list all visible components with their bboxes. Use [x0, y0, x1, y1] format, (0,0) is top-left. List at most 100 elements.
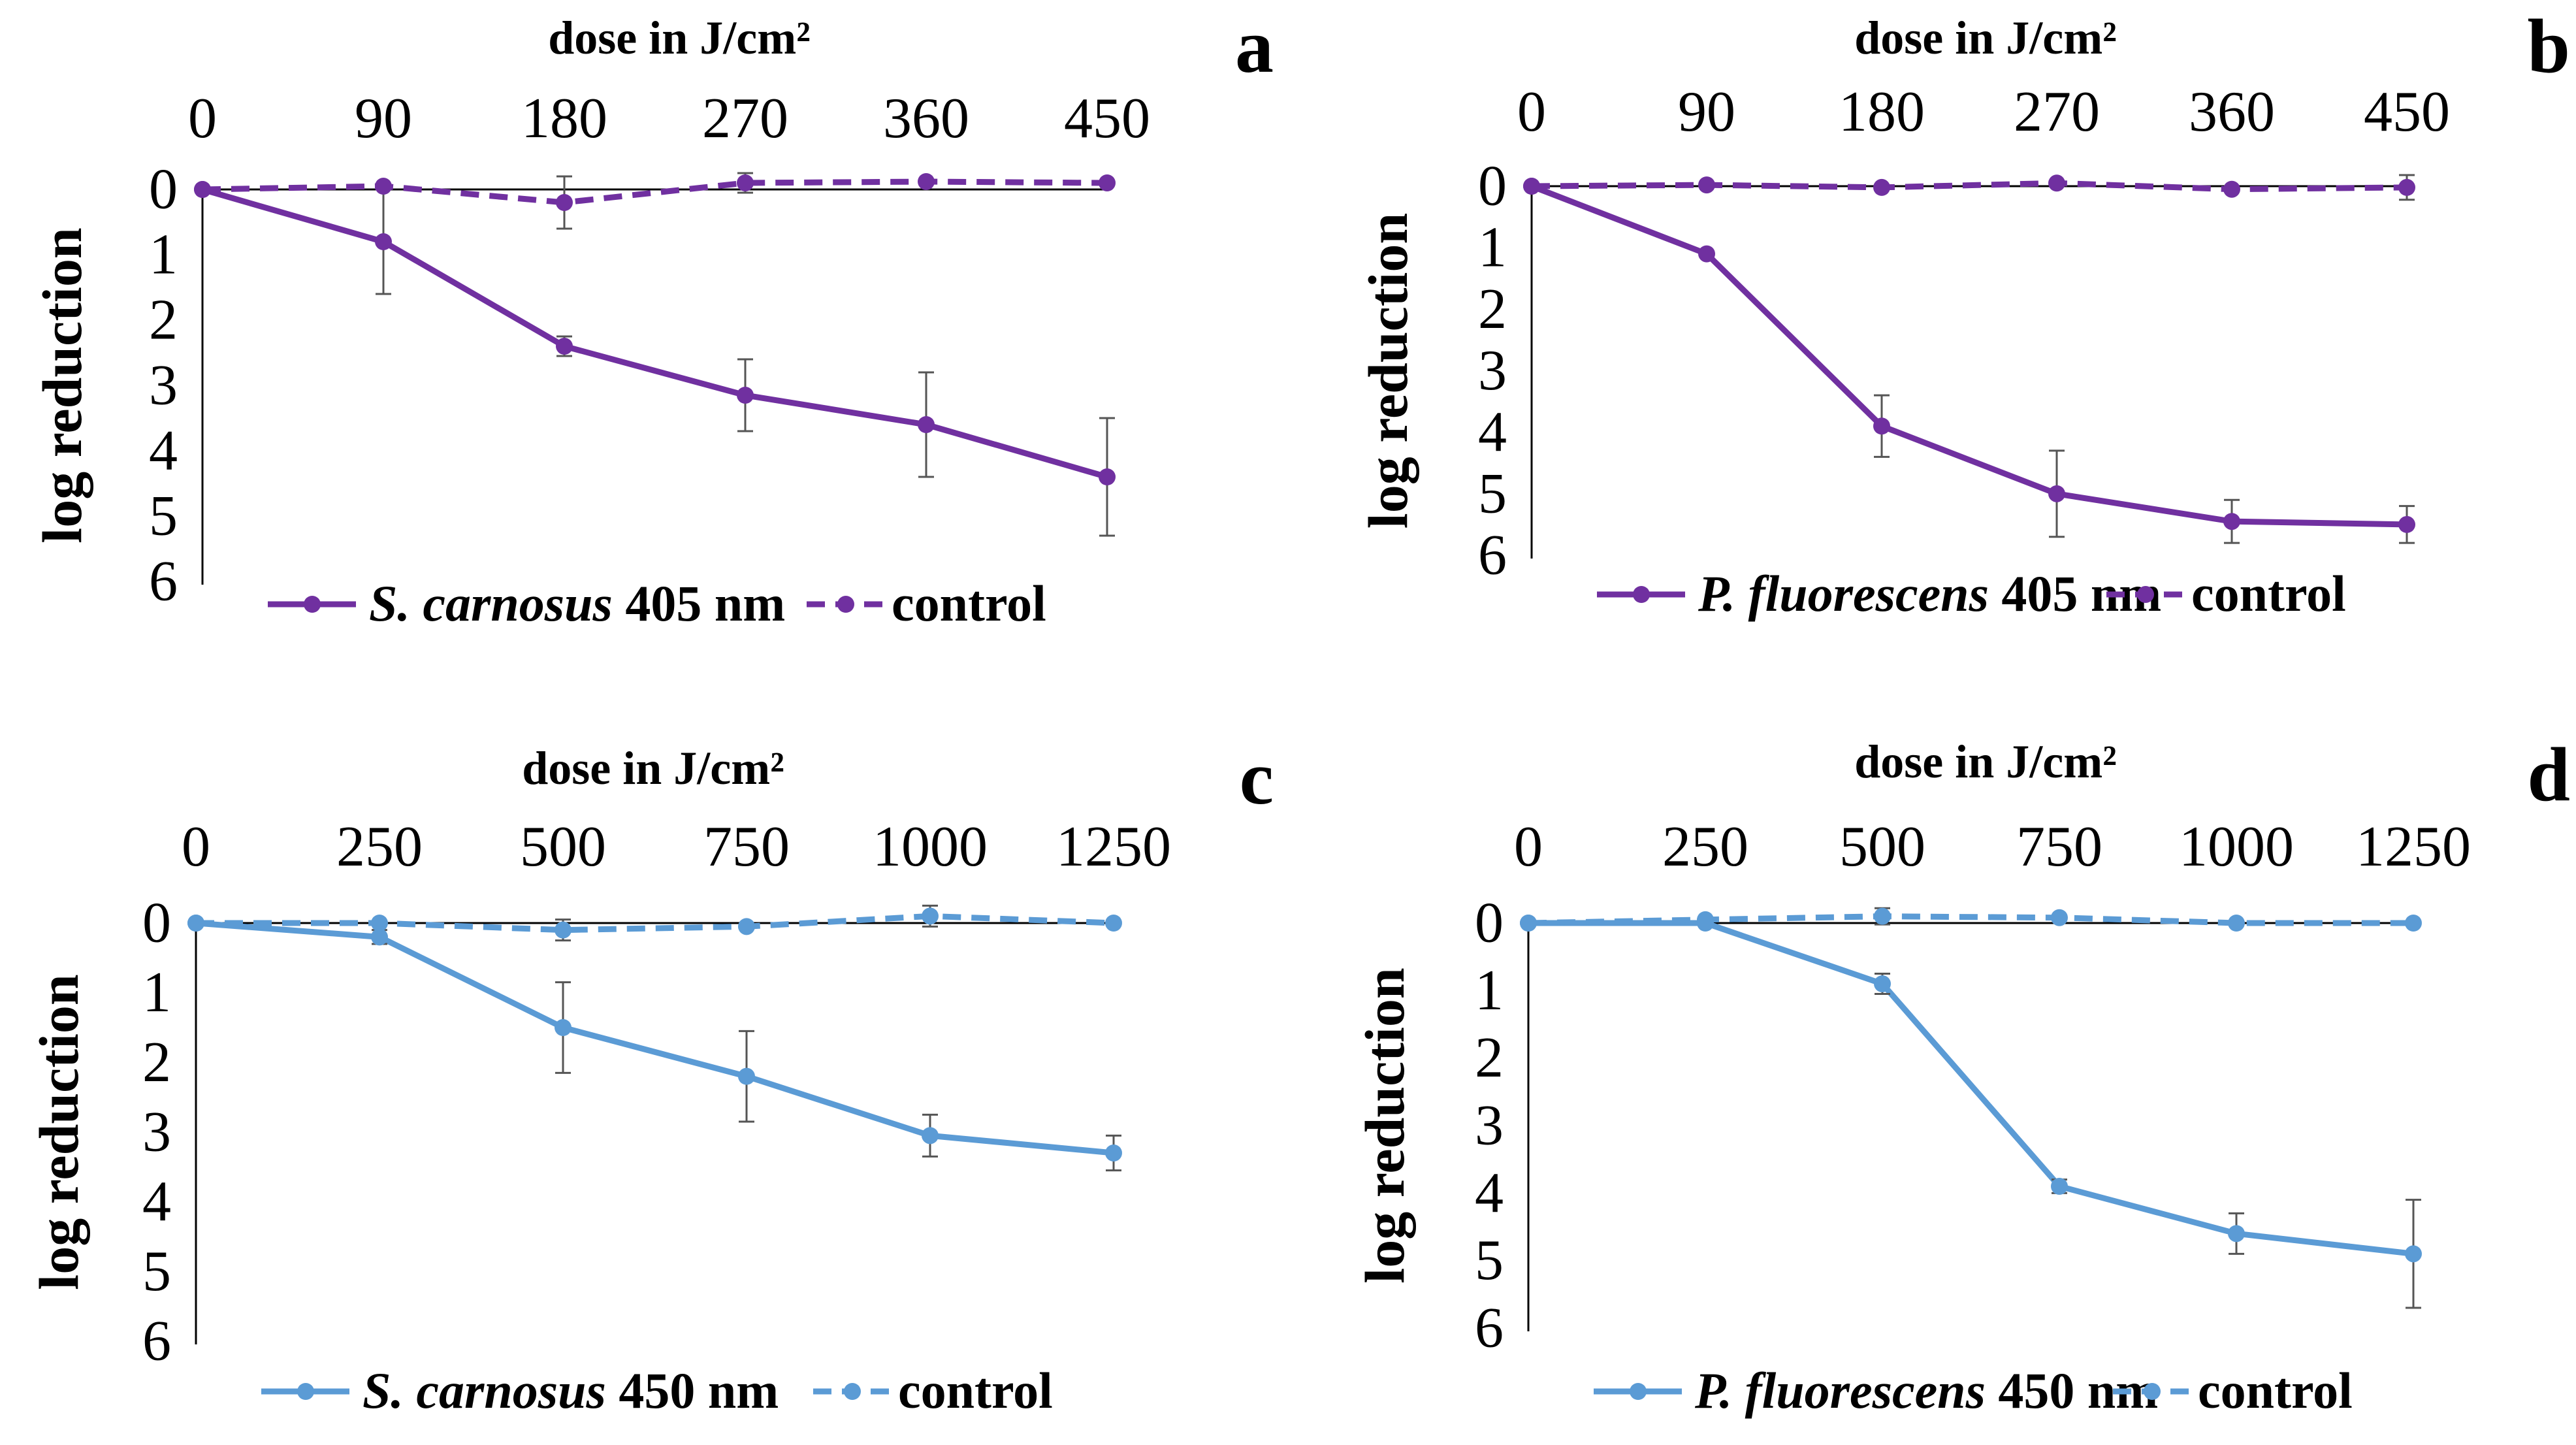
legend-marker — [297, 1383, 314, 1400]
y-tick-label: 6 — [1478, 524, 1507, 587]
treatment-series — [187, 915, 1122, 1172]
legend-label-treatment: S. carnosus 405 nm — [369, 575, 785, 632]
x-axis-title: dose in J/cm² — [522, 742, 784, 794]
panel-letter: c — [1240, 735, 1274, 820]
panel-letter: d — [2527, 732, 2570, 817]
panel-letter: b — [2527, 3, 2570, 89]
x-tick-label: 1000 — [873, 815, 988, 879]
y-tick-label: 0 — [142, 892, 171, 955]
data-point — [371, 915, 388, 932]
legend-species-name: P. fluorescens — [1694, 1362, 1998, 1419]
data-point — [2228, 915, 2245, 932]
x-tick-label: 0 — [1517, 80, 1546, 144]
x-tick-label: 0 — [188, 87, 217, 150]
data-point — [1099, 468, 1116, 485]
series-line — [202, 178, 1108, 206]
series-line — [195, 920, 1114, 1156]
y-tick-label: 1 — [149, 223, 178, 287]
legend-wavelength: 450 nm — [619, 1362, 779, 1419]
x-tick-label: 250 — [336, 815, 423, 879]
series-line — [1531, 180, 2407, 193]
data-point — [738, 1067, 755, 1085]
y-axis-title: log reduction — [1357, 213, 1419, 528]
data-point — [1523, 178, 1540, 195]
y-tick-label: 6 — [149, 550, 178, 613]
data-point — [737, 387, 754, 404]
y-tick-label: 5 — [149, 485, 178, 548]
y-tick-label: 3 — [142, 1101, 171, 1164]
data-point — [2048, 174, 2065, 192]
y-tick-label: 1 — [1478, 216, 1507, 280]
data-point — [1873, 417, 1890, 435]
y-tick-label: 6 — [1475, 1297, 1504, 1360]
legend-marker — [844, 1383, 861, 1400]
y-tick-label: 2 — [1475, 1026, 1504, 1090]
x-tick-label: 1250 — [1056, 815, 1171, 879]
data-point — [2048, 485, 2065, 502]
y-tick-label: 2 — [149, 289, 178, 352]
data-point — [371, 928, 388, 946]
data-point — [922, 907, 939, 925]
x-tick-label: 250 — [1662, 815, 1748, 879]
data-point — [2228, 1225, 2245, 1242]
x-tick-label: 1000 — [2179, 815, 2294, 879]
legend-marker — [2137, 586, 2154, 603]
legend-marker — [837, 596, 854, 613]
y-tick-label: 5 — [142, 1240, 171, 1303]
y-tick-label: 4 — [1478, 400, 1507, 464]
x-tick-label: 180 — [521, 87, 607, 150]
data-point — [375, 178, 392, 195]
x-axis-title: dose in J/cm² — [548, 12, 811, 64]
y-tick-label: 0 — [149, 158, 178, 221]
treatment-series — [1523, 178, 2415, 544]
y-tick-label: 2 — [1478, 278, 1507, 341]
legend-label-treatment: P. fluorescens 450 nm — [1694, 1362, 2158, 1419]
data-point — [2405, 1245, 2422, 1263]
series-line — [1530, 183, 2407, 528]
data-point — [1105, 1145, 1122, 1161]
data-point — [2223, 513, 2240, 530]
control-series — [194, 172, 1116, 230]
data-point — [1698, 245, 1715, 263]
data-point — [2223, 180, 2240, 198]
x-tick-label: 360 — [883, 87, 969, 150]
legend-wavelength: 450 nm — [1998, 1362, 2158, 1419]
legend-label-treatment: S. carnosus 450 nm — [362, 1362, 779, 1419]
legend-marker — [2144, 1383, 2161, 1400]
control-series — [187, 904, 1122, 942]
series-line — [1528, 913, 2413, 926]
y-tick-label: 1 — [1475, 959, 1504, 1022]
data-point — [1873, 178, 1890, 196]
y-axis-title: log reduction — [1353, 967, 1416, 1283]
y-tick-label: 0 — [1475, 892, 1504, 955]
x-tick-label: 360 — [2189, 80, 2275, 144]
legend-wavelength: 405 nm — [625, 575, 785, 632]
data-point — [2051, 909, 2068, 926]
legend: P. fluorescens 405 nm control — [1597, 565, 2346, 622]
series-line — [1528, 920, 2414, 1257]
y-axis-title: log reduction — [27, 974, 90, 1290]
legend-label-control: control — [892, 575, 1046, 632]
control-series — [1523, 174, 2415, 201]
data-point — [1105, 915, 1122, 932]
y-tick-label: 4 — [1475, 1161, 1504, 1225]
data-point — [194, 181, 211, 198]
data-point — [1697, 911, 1714, 928]
legend: P. fluorescens 450 nm control — [1594, 1362, 2353, 1419]
x-tick-label: 180 — [1839, 80, 1925, 144]
data-point — [737, 174, 754, 191]
x-tick-label: 450 — [2364, 80, 2450, 144]
data-point — [555, 1019, 572, 1036]
data-point — [1099, 174, 1116, 191]
legend: S. carnosus 405 nm control — [268, 575, 1046, 632]
y-tick-label: 5 — [1478, 462, 1507, 525]
treatment-series — [1520, 915, 2422, 1309]
data-point — [556, 194, 573, 211]
x-tick-label: 0 — [182, 815, 210, 879]
y-axis-title: log reduction — [31, 227, 93, 543]
legend-marker — [1633, 586, 1650, 603]
data-point — [738, 918, 755, 935]
